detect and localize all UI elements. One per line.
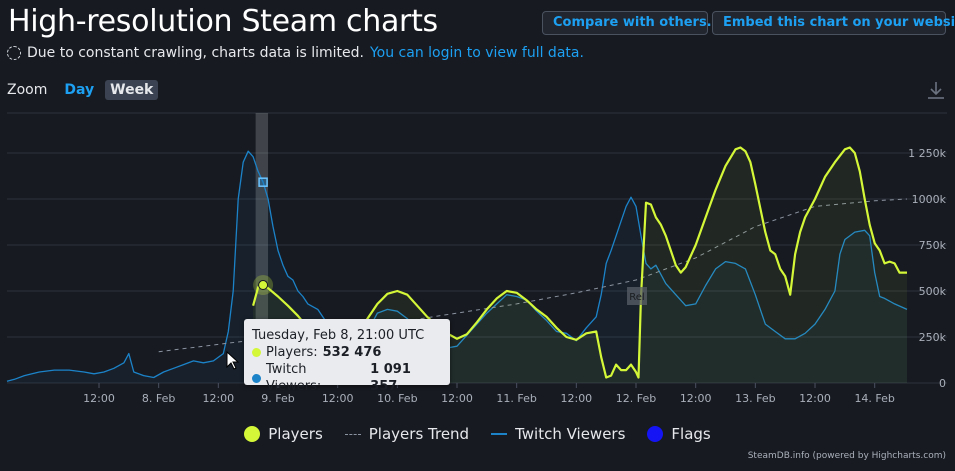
- download-icon[interactable]: [926, 80, 946, 102]
- login-link[interactable]: You can login to view full data.: [369, 45, 584, 61]
- twitch-hover-point: [258, 177, 268, 187]
- x-tick-label: 12:00: [799, 392, 831, 405]
- x-tick-label: 12:00: [680, 392, 712, 405]
- y-tick-label: 1 250k: [908, 147, 946, 160]
- data-limit-notice: Due to constant crawling, charts data is…: [7, 45, 584, 61]
- players-line: [252, 146, 907, 379]
- y-tick-label: 250k: [919, 331, 947, 344]
- page-title: High-resolution Steam charts: [8, 4, 438, 39]
- legend-twitch-label: Twitch Viewers: [515, 425, 626, 443]
- twitch-viewers-area: [7, 151, 907, 383]
- compare-button[interactable]: Compare with others...: [542, 11, 722, 35]
- twitch-legend-icon: [491, 433, 508, 435]
- tooltip-twitch-value: 1 091 357: [370, 362, 411, 394]
- zoom-label: Zoom: [7, 82, 48, 98]
- chart-markers: Rel: [253, 177, 648, 305]
- x-tick-label: 12:00: [560, 392, 592, 405]
- legend-players-label: Players: [268, 425, 323, 443]
- players-legend-icon: [244, 426, 261, 442]
- loading-spinner-icon: [7, 46, 21, 60]
- x-tick-label: 11. Feb: [496, 392, 536, 405]
- x-tick-label: 13. Feb: [735, 392, 775, 405]
- x-tick-label: 12:00: [83, 392, 115, 405]
- zoom-day-button[interactable]: Day: [64, 82, 95, 98]
- legend-item-trend[interactable]: Players Trend: [344, 425, 470, 443]
- tooltip-twitch-label: Twitch Viewers:: [265, 362, 322, 394]
- legend-item-flags[interactable]: Flags: [647, 425, 711, 443]
- x-tick-label: 12:00: [322, 392, 354, 405]
- x-tick-label: 12. Feb: [616, 392, 656, 405]
- chart-series: [6, 146, 908, 383]
- chart-credits[interactable]: SteamDB.info (powered by Highcharts.com): [747, 451, 946, 461]
- flags-legend-icon: [647, 426, 664, 442]
- tooltip-players-label: Players:: [266, 345, 318, 360]
- tooltip-players-row: Players: 532 476: [252, 344, 442, 361]
- x-tick-label: 10. Feb: [377, 392, 417, 405]
- y-tick-label: 750k: [919, 239, 947, 252]
- flag-label: Rel: [629, 292, 644, 303]
- legend-trend-label: Players Trend: [368, 425, 470, 443]
- legend-item-twitch[interactable]: Twitch Viewers: [491, 425, 625, 443]
- x-tick-label: 12:00: [202, 392, 234, 405]
- trend-legend-icon: [344, 433, 361, 435]
- y-tick-label: 0: [939, 377, 946, 390]
- x-tick-label: 14. Feb: [854, 392, 894, 405]
- players-dot-icon: [252, 348, 261, 357]
- chart-legend: Players Players Trend Twitch Viewers Fla…: [0, 425, 955, 443]
- flag-box: [627, 287, 648, 305]
- zoom-week-button[interactable]: Week: [105, 80, 159, 100]
- legend-item-players[interactable]: Players: [244, 425, 323, 443]
- y-tick-label: 500k: [919, 285, 947, 298]
- chart-tooltip: Tuesday, Feb 8, 21:00 UTC Players: 532 4…: [244, 319, 450, 394]
- embed-chart-button[interactable]: Embed this chart on your website: [712, 11, 955, 35]
- release-flag: Rel: [627, 287, 648, 305]
- chart-grid: [7, 112, 947, 384]
- x-axis: 12:00 8. Feb 12:00 9. Feb 12:00 10. Feb 12:00 1…: [83, 383, 895, 405]
- x-tick-label: 8. Feb: [142, 392, 175, 405]
- zoom-selector: Zoom Day Week: [7, 80, 159, 100]
- mouse-cursor-icon: [226, 351, 240, 370]
- notice-text: Due to constant crawling, charts data is…: [27, 45, 364, 61]
- twitch-dot-icon: [252, 373, 261, 383]
- tooltip-twitch-row: Twitch Viewers: 1 091 357: [252, 361, 442, 395]
- players-hover-point: [258, 280, 269, 291]
- tooltip-players-value: 532 476: [322, 345, 382, 360]
- y-axis: 0 250k 500k 750k 1000k 1 250k: [908, 147, 946, 390]
- tooltip-date: Tuesday, Feb 8, 21:00 UTC: [252, 328, 425, 343]
- x-tick-label: 9. Feb: [261, 392, 294, 405]
- x-tick-label: 12:00: [441, 392, 473, 405]
- legend-flags-label: Flags: [671, 425, 711, 443]
- y-tick-label: 1000k: [912, 193, 947, 206]
